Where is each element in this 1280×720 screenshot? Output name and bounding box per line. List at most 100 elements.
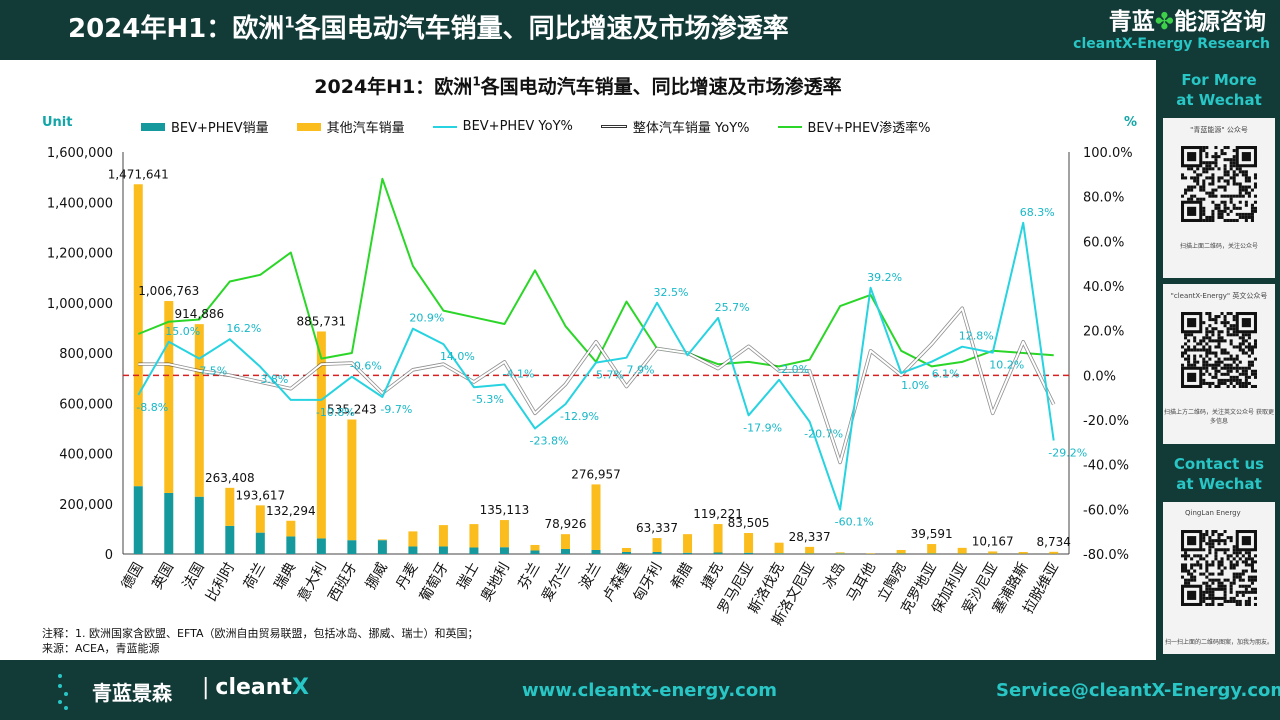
bar-bev	[438, 546, 448, 554]
legend-swatch-total-yoy	[600, 125, 627, 128]
footer-logo-en: | cleantX	[202, 675, 309, 700]
bar-total-label: 8,734	[1037, 535, 1071, 549]
bar-bev	[530, 550, 540, 554]
footer-email-link[interactable]: Service@cleantX-Energy.com	[996, 680, 1280, 701]
legend-swatch-bev-yoy	[432, 125, 457, 128]
bar-total-label: 263,408	[205, 471, 255, 485]
yoy-data-label: -20.7%	[804, 428, 843, 441]
bar-other	[805, 546, 815, 554]
legend-item-other: 其他汽车销量	[296, 117, 405, 136]
qr-code-icon	[1181, 146, 1257, 222]
card-subcaption: 扫一扫上面的二维码图案，加我为朋友。	[1164, 639, 1273, 646]
legend-swatch-penetration	[777, 125, 802, 128]
bar-other	[499, 520, 509, 548]
legend-item-bev-yoy: BEV+PHEV YoY%	[432, 117, 573, 136]
x-tick-label: 捷克	[699, 560, 727, 592]
yoy-data-label: 25.7%	[715, 301, 750, 314]
bar-total-label: 135,113	[480, 503, 530, 517]
page-title: 2024年H1：欧洲1各国电动汽车销量、同比增速及市场渗透率	[68, 13, 789, 44]
brand-logo-en: cleantX-Energy Research	[1073, 36, 1270, 52]
yoy-data-label: 10.2%	[989, 359, 1024, 372]
line-bev-yoy	[137, 221, 1055, 511]
yoy-data-label: -4.1%	[502, 367, 534, 380]
footer-website-link[interactable]: www.cleantx-energy.com	[522, 680, 777, 701]
legend-swatch-bev	[141, 122, 165, 131]
right-axis-unit: %	[1124, 115, 1138, 130]
bar-bev	[622, 551, 632, 554]
x-tick-label: 意大利	[294, 560, 330, 605]
card-caption: "青蓝能源" 公众号	[1190, 126, 1248, 134]
card-caption: "cleantX-Energy" 英文公众号	[1170, 292, 1268, 300]
left-tick-label: 1,200,000	[47, 247, 113, 262]
bar-total-label: 10,167	[972, 534, 1014, 548]
right-tick-label: 0.0%	[1083, 369, 1116, 384]
bar-bev	[713, 552, 723, 554]
legend-label-penetration: BEV+PHEV渗透率%	[807, 121, 931, 136]
yoy-data-label: 6.1%	[932, 368, 960, 381]
yoy-data-label: -9.7%	[380, 403, 412, 416]
yoy-data-label: 16.2%	[226, 322, 261, 335]
bar-other	[408, 531, 418, 547]
legend-swatch-other	[296, 122, 321, 131]
yoy-data-label: 7.9%	[627, 364, 655, 377]
bar-total-label: 119,221	[693, 507, 743, 521]
sidebar-heading-contact: Contact us at Wechat	[1173, 455, 1265, 493]
chart-legend: BEV+PHEV销量 其他汽车销量 BEV+PHEV YoY% 整体汽车销量 Y…	[141, 117, 931, 136]
bar-total-label: 63,337	[636, 521, 678, 535]
bar-other	[774, 542, 784, 554]
bar-bev	[164, 492, 174, 554]
brand-logo-cn: 青蓝✤能源咨询	[1108, 9, 1266, 35]
card-caption: QingLan Energy	[1185, 509, 1241, 517]
yoy-data-label: -17.9%	[743, 421, 782, 434]
right-tick-label: -80.0%	[1083, 548, 1129, 563]
bar-bev	[316, 538, 326, 554]
bar-other	[133, 184, 143, 487]
wechat-sidebar: For More at Wechat "青蓝能源" 公众号 扫描上面二维码，关注公…	[1158, 60, 1280, 660]
left-tick-label: 800,000	[59, 347, 113, 362]
legend-item-penetration: BEV+PHEV渗透率%	[777, 117, 931, 136]
bar-other	[194, 324, 204, 497]
bar-other	[744, 533, 754, 553]
left-tick-label: 0	[105, 548, 113, 563]
wechat-card-cn: "青蓝能源" 公众号 扫描上面二维码，关注公众号	[1163, 118, 1275, 278]
bar-other	[255, 505, 265, 533]
right-tick-label: -40.0%	[1083, 459, 1129, 474]
sidebar-heading-more: For More at Wechat	[1176, 71, 1262, 109]
left-tick-label: 1,000,000	[47, 297, 113, 312]
bar-other	[957, 547, 967, 554]
bar-total-label: 885,731	[297, 314, 347, 328]
x-tick-label: 卢森堡	[600, 560, 635, 604]
bar-other	[652, 538, 662, 552]
bar-other	[286, 520, 296, 537]
yoy-data-label: -8.8%	[136, 401, 168, 414]
legend-label-bev-yoy: BEV+PHEV YoY%	[462, 119, 573, 134]
x-tick-label: 马耳他	[844, 560, 879, 604]
x-tick-label: 波兰	[577, 560, 605, 592]
left-tick-label: 400,000	[59, 448, 113, 463]
bar-bev	[194, 496, 204, 554]
legend-item-bev: BEV+PHEV销量	[141, 117, 269, 136]
bar-other	[560, 534, 570, 549]
card-subcaption: 扫描上方二维码，关注英文公众号 获取更多信息	[1164, 409, 1274, 425]
bar-other	[713, 524, 723, 553]
bar-other	[438, 525, 448, 547]
yoy-data-label: 12.8%	[959, 330, 994, 343]
bar-bev	[377, 540, 387, 554]
yoy-data-label: -23.8%	[530, 434, 569, 447]
bar-total-label: 193,617	[236, 488, 286, 502]
bar-bev	[774, 553, 784, 554]
left-tick-label: 200,000	[59, 498, 113, 513]
bar-other	[1049, 551, 1059, 554]
wechat-card-en: "cleantX-Energy" 英文公众号 扫描上方二维码，关注英文公众号 获…	[1163, 284, 1275, 444]
yoy-data-label: 20.9%	[409, 312, 444, 325]
bar-other	[683, 534, 693, 553]
yoy-data-label: 3.8%	[260, 373, 288, 386]
bar-bev	[499, 547, 509, 554]
bar-total-label: 914,886	[174, 307, 224, 321]
bar-bev	[133, 486, 143, 554]
x-tick-label: 挪威	[363, 560, 391, 592]
bar-bev	[805, 553, 815, 554]
yoy-data-label: -2.0%	[777, 363, 809, 376]
bar-total-label: 1,006,763	[138, 284, 199, 298]
bar-bev	[744, 552, 754, 554]
